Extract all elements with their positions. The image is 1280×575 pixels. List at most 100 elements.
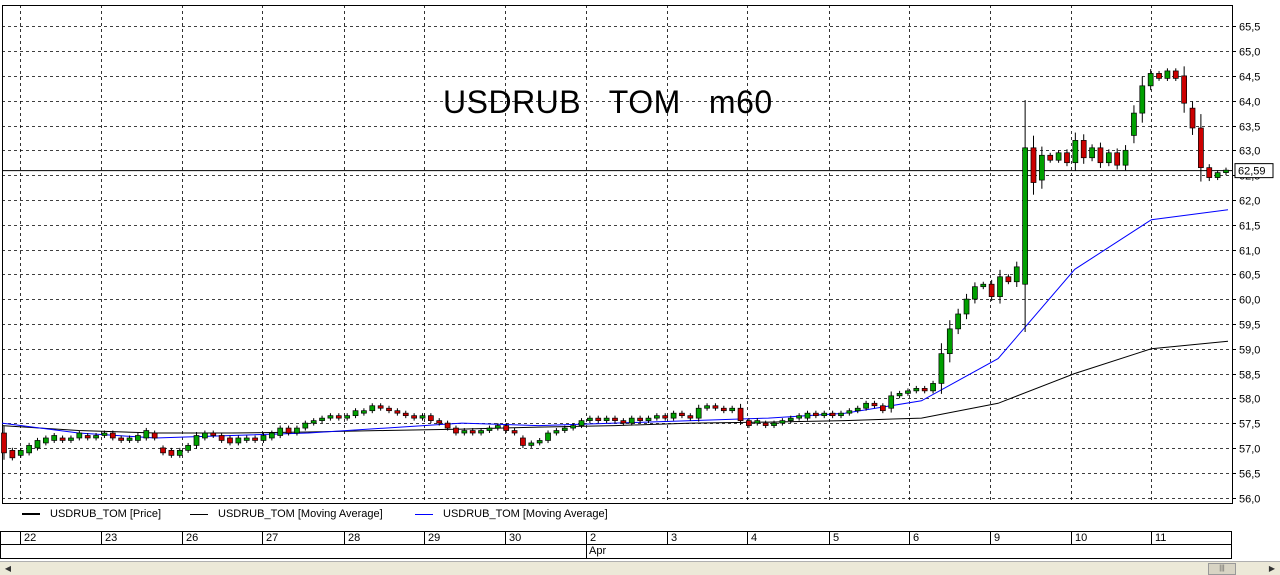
- candle-body: [846, 410, 853, 414]
- candle: [377, 403, 384, 411]
- candle-body: [1030, 147, 1037, 183]
- candle-body: [428, 415, 434, 421]
- horizontal-scrollbar[interactable]: ◀ ||| ▶: [0, 561, 1280, 575]
- candle: [905, 388, 911, 396]
- candle-body: [227, 437, 233, 444]
- scroll-thumb[interactable]: |||: [1208, 563, 1236, 575]
- y-tick-label: 65,5: [1239, 22, 1260, 34]
- date-label: 5: [833, 532, 840, 544]
- candle-body: [762, 422, 769, 426]
- candle-body: [503, 425, 510, 431]
- y-tick-label: 57,0: [1239, 444, 1260, 456]
- candle: [779, 418, 786, 426]
- candle-body: [670, 412, 677, 419]
- candle-body: [1089, 147, 1095, 159]
- candle-body: [143, 430, 150, 439]
- moving-average-fast-line: [1, 209, 1229, 439]
- candle: [1005, 274, 1012, 285]
- candle-body: [101, 432, 108, 436]
- candle-body: [1223, 169, 1229, 173]
- candle: [746, 418, 752, 429]
- candle: [687, 413, 694, 421]
- candle: [151, 430, 158, 441]
- legend-item-price: USDRUB_TOM [Price]: [22, 508, 161, 520]
- legend-item-ma-fast: USDRUB_TOM [Moving Average]: [415, 508, 608, 520]
- candle: [921, 385, 928, 394]
- candle: [980, 281, 987, 290]
- legend-label-ma-fast: USDRUB_TOM [Moving Average]: [443, 508, 608, 520]
- candle-body: [1131, 112, 1137, 136]
- candle: [135, 433, 141, 443]
- candle: [369, 403, 376, 414]
- candle: [319, 415, 325, 424]
- candle-body: [59, 437, 66, 441]
- candle: [126, 435, 133, 443]
- y-tick-label: 64,0: [1239, 97, 1260, 109]
- candle-body: [704, 405, 710, 409]
- y-tick-label: 57,5: [1239, 419, 1260, 431]
- candle: [9, 447, 16, 461]
- candle: [595, 415, 602, 424]
- candle: [670, 410, 677, 421]
- candle-body: [796, 415, 802, 419]
- scroll-left-icon[interactable]: ◀: [4, 564, 12, 573]
- legend-line-price: [22, 513, 40, 516]
- candle: [1030, 135, 1037, 195]
- candle: [34, 437, 41, 451]
- date-label: 27: [266, 532, 279, 544]
- candle: [729, 405, 736, 414]
- candle: [612, 415, 618, 424]
- scroll-right-icon[interactable]: ▶: [1268, 564, 1276, 573]
- candle-body: [838, 412, 844, 417]
- candle: [1, 426, 7, 460]
- candle-body: [821, 412, 828, 417]
- candle: [1039, 146, 1045, 189]
- chart-title: USDRUB TOM m60: [443, 84, 773, 120]
- candle-body: [988, 283, 995, 297]
- candle: [252, 435, 258, 443]
- y-tick-label: 60,0: [1239, 295, 1260, 307]
- candle: [93, 433, 99, 441]
- candle-body: [1172, 70, 1179, 79]
- candle: [946, 320, 953, 363]
- candle-body: [779, 420, 786, 424]
- candle: [879, 403, 886, 414]
- candle-body: [938, 353, 945, 384]
- candle-body: [963, 298, 970, 315]
- candle-body: [84, 435, 91, 439]
- candle: [587, 415, 593, 424]
- candle: [26, 442, 32, 456]
- candle-body: [369, 405, 376, 412]
- candle-body: [879, 405, 886, 412]
- candle: [787, 415, 794, 424]
- moving-average-layer: [1, 209, 1229, 439]
- candle: [277, 425, 284, 439]
- candle: [997, 269, 1003, 304]
- candle-body: [252, 437, 258, 441]
- date-label: 23: [105, 532, 118, 544]
- candle-body: [1080, 140, 1087, 159]
- candle: [603, 415, 610, 424]
- candle-body: [754, 420, 761, 424]
- candle-body: [1105, 152, 1112, 164]
- candle-body: [712, 405, 719, 409]
- candle: [68, 435, 74, 443]
- candle-body: [1055, 152, 1062, 161]
- candle-body: [871, 402, 878, 407]
- candle-body: [1156, 73, 1162, 79]
- candle: [846, 408, 853, 416]
- candle: [486, 425, 493, 434]
- candle: [193, 432, 200, 449]
- candle: [84, 433, 91, 441]
- date-label: 30: [509, 532, 522, 544]
- y-tick-label: 64,5: [1239, 72, 1260, 84]
- plot-frame: [2, 5, 1233, 504]
- candle-body: [243, 437, 250, 441]
- y-tick-label: 56,0: [1239, 494, 1260, 506]
- date-axis: 22 23 26 27 28 29 30 2 3 4 5 6 9 10 11 Apr: [0, 531, 1232, 559]
- candle-body: [34, 440, 41, 449]
- candle-body: [402, 412, 409, 417]
- candle-body: [737, 407, 744, 421]
- candle: [829, 410, 836, 419]
- candle-body: [302, 422, 309, 429]
